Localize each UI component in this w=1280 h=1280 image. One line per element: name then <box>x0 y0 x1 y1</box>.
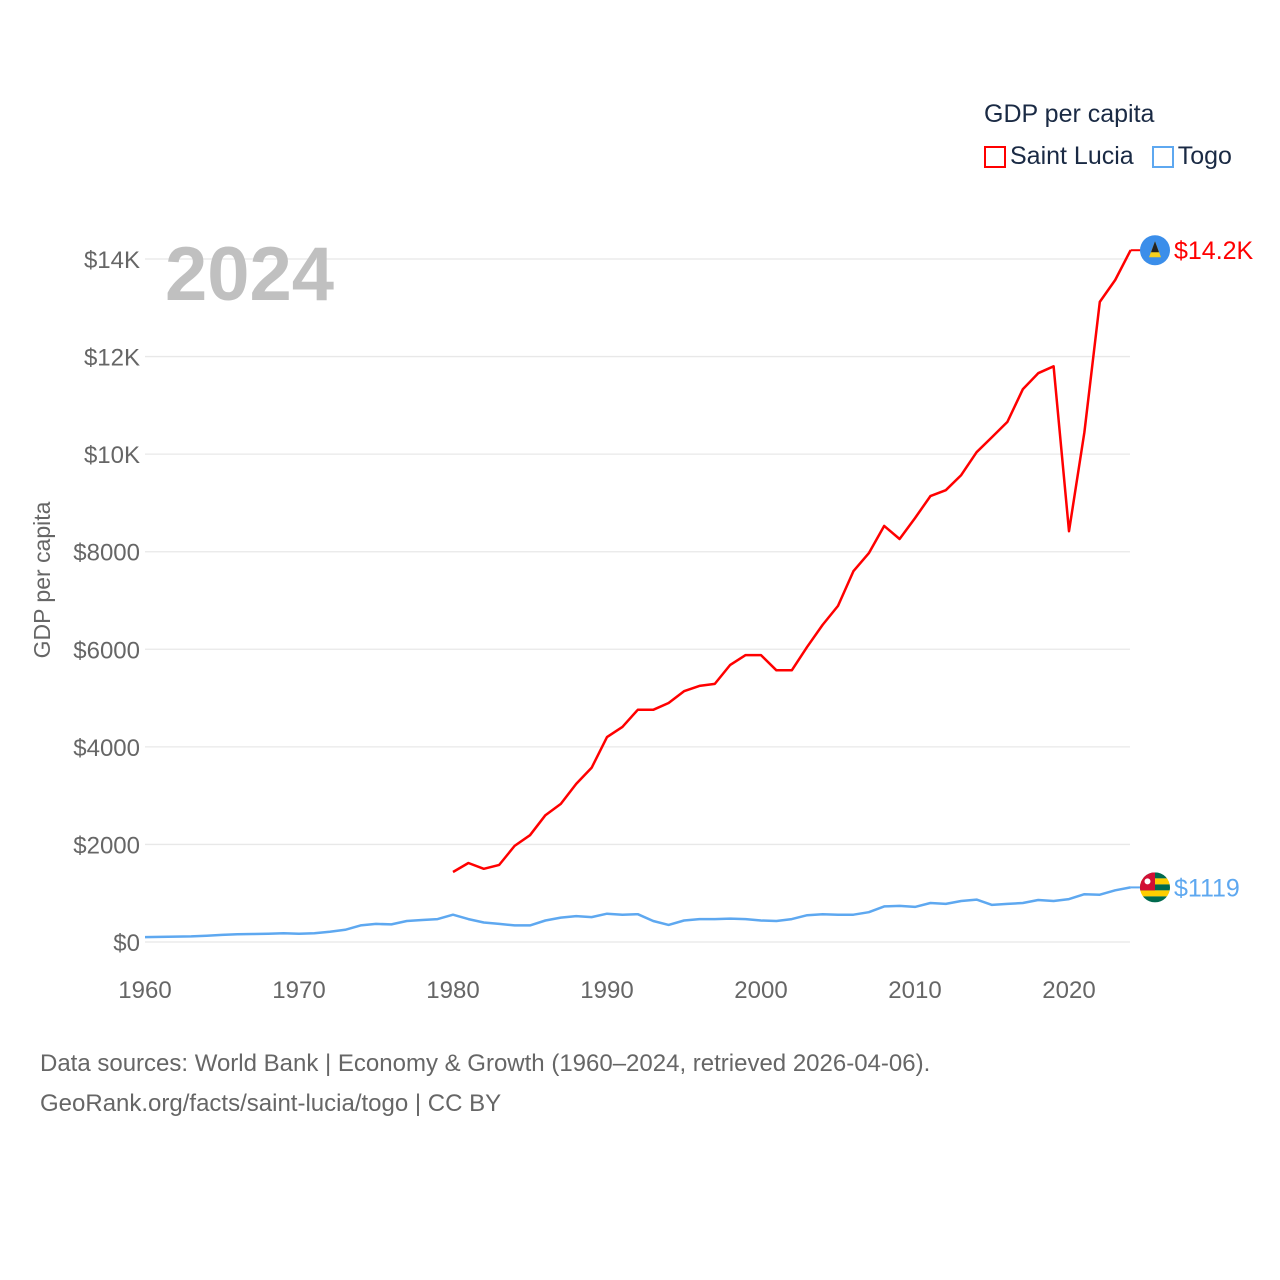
x-tick-label: 1970 <box>272 977 325 1004</box>
legend-label: Saint Lucia <box>1010 142 1134 170</box>
series-line-togo <box>144 886 1131 939</box>
legend-item-togo[interactable]: Togo <box>1151 142 1232 171</box>
legend-title: GDP per capita <box>984 100 1155 128</box>
x-tick-label: 2000 <box>734 977 787 1004</box>
flag-star <box>1144 878 1151 885</box>
legend-swatch-togo <box>1151 145 1174 168</box>
togo-flag-icon <box>1140 872 1170 903</box>
flag-triangle-black <box>1151 241 1159 253</box>
x-tick-label: 1990 <box>580 977 633 1004</box>
year-watermark: 2024 <box>165 232 334 317</box>
x-tick-label: 1960 <box>118 977 171 1004</box>
legend-swatch-saint-lucia <box>984 145 1006 168</box>
flag-stripe <box>1140 890 1170 897</box>
y-tick-label: $14K <box>84 247 140 274</box>
series-line-saint-lucia <box>452 249 1132 874</box>
y-tick-label: $12K <box>84 345 140 372</box>
y-tick-label: $2000 <box>73 832 140 859</box>
y-tick-label: $4000 <box>73 735 140 762</box>
footer: Data sources: World Bank | Economy & Gro… <box>40 1044 930 1124</box>
y-tick-label: $0 <box>113 930 140 957</box>
data-sources: Data sources: World Bank | Economy & Gro… <box>40 1050 931 1077</box>
y-tick-label: $10K <box>84 442 140 469</box>
flag-stripe <box>1140 896 1170 903</box>
x-tick-label: 1980 <box>426 977 479 1004</box>
end-value-label: $1119 <box>1174 874 1240 902</box>
legend-label: Togo <box>1177 142 1232 170</box>
source-link[interactable]: GeoRank.org/facts/saint-lucia/togo | CC … <box>40 1090 502 1117</box>
y-tick-label: $8000 <box>73 540 140 567</box>
legend-item-saint-lucia[interactable]: Saint Lucia <box>984 142 1134 171</box>
y-axis-label: GDP per capita <box>29 501 55 658</box>
end-value-label: $14.2K <box>1174 237 1254 265</box>
y-tick-label: $6000 <box>73 637 140 664</box>
x-tick-label: 2010 <box>888 977 941 1004</box>
x-tick-label: 2020 <box>1042 977 1095 1004</box>
legend: Saint Lucia Togo <box>984 142 1232 171</box>
